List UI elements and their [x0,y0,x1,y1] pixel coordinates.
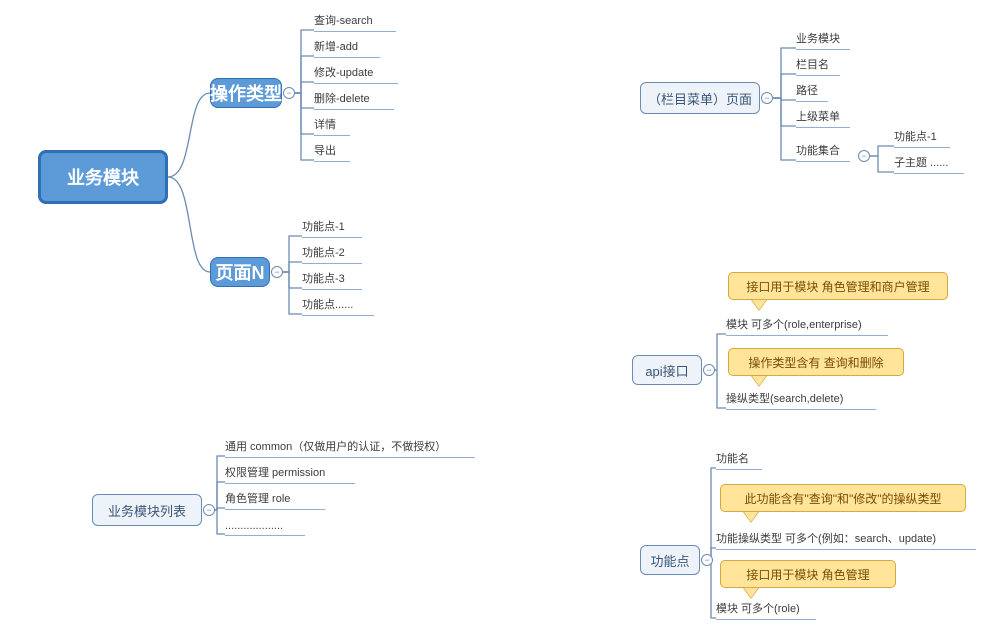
node-op_type[interactable]: 操作类型 [210,78,282,108]
leaf-op4[interactable]: 删除-delete [314,92,394,110]
node-api[interactable]: api接口 [632,355,702,385]
leaf-api2[interactable]: 操纵类型(search,delete) [726,392,876,410]
collapse-toggle-5[interactable]: − [703,364,715,376]
callout-c_ft_bot: 接口用于模块 角色管理 [720,560,896,588]
leaf-op6[interactable]: 导出 [314,144,350,162]
callout-c_ft_top: 此功能含有"查询"和"修改"的操纵类型 [720,484,966,512]
callout-tail-c_ft_top [744,512,758,522]
collapse-toggle-4[interactable]: − [858,150,870,162]
collapse-toggle-3[interactable]: − [761,92,773,104]
leaf-op2[interactable]: 新增-add [314,40,380,58]
leaf-ft2[interactable]: 功能操纵类型 可多个(例如：search、update) [716,532,976,550]
leaf-op1[interactable]: 查询-search [314,14,396,32]
leaf-api1[interactable]: 模块 可多个(role,enterprise) [726,318,888,336]
node-biz_list[interactable]: 业务模块列表 [92,494,202,526]
leaf-bl1[interactable]: 通用 common（仅做用户的认证，不做授权） [225,440,475,458]
leaf-op3[interactable]: 修改-update [314,66,398,84]
leaf-mp2[interactable]: 栏目名 [796,58,840,76]
leaf-ft1[interactable]: 功能名 [716,452,762,470]
collapse-toggle-6[interactable]: − [701,554,713,566]
leaf-pn2[interactable]: 功能点-2 [302,246,362,264]
collapse-toggle-1[interactable]: − [271,266,283,278]
callout-tail-c_ft_bot [744,588,758,598]
leaf-mp5a[interactable]: 功能点-1 [894,130,950,148]
node-biz_module[interactable]: 业务模块 [38,150,168,204]
leaf-mp3[interactable]: 路径 [796,84,828,102]
callout-c_api_top: 接口用于模块 角色管理和商户管理 [728,272,948,300]
callout-c_api_mid: 操作类型含有 查询和删除 [728,348,904,376]
leaf-mp5[interactable]: 功能集合 [796,144,850,162]
leaf-bl3[interactable]: 角色管理 role [225,492,325,510]
leaf-pn4[interactable]: 功能点...... [302,298,374,316]
leaf-pn3[interactable]: 功能点-3 [302,272,362,290]
callout-tail-c_api_top [752,300,766,310]
mindmap-canvas: 业务模块业务模块列表 （栏目菜单）页面 api接口功能点 操作类型页面N 查询-sear… [0,0,1000,625]
leaf-ft3[interactable]: 模块 可多个(role) [716,602,816,620]
leaf-bl2[interactable]: 权限管理 permission [225,466,355,484]
node-page_n[interactable]: 页面N [210,257,270,287]
leaf-pn1[interactable]: 功能点-1 [302,220,362,238]
leaf-op5[interactable]: 详情 [314,118,350,136]
leaf-mp1[interactable]: 业务模块 [796,32,850,50]
node-menu_page[interactable]: （栏目菜单）页面 [640,82,760,114]
leaf-mp5b[interactable]: 子主题 ...... [894,156,964,174]
collapse-toggle-0[interactable]: − [283,87,295,99]
leaf-bl4[interactable]: ................... [225,518,305,536]
callout-tail-c_api_mid [752,376,766,386]
leaf-mp4[interactable]: 上级菜单 [796,110,850,128]
collapse-toggle-2[interactable]: − [203,504,215,516]
node-feature[interactable]: 功能点 [640,545,700,575]
